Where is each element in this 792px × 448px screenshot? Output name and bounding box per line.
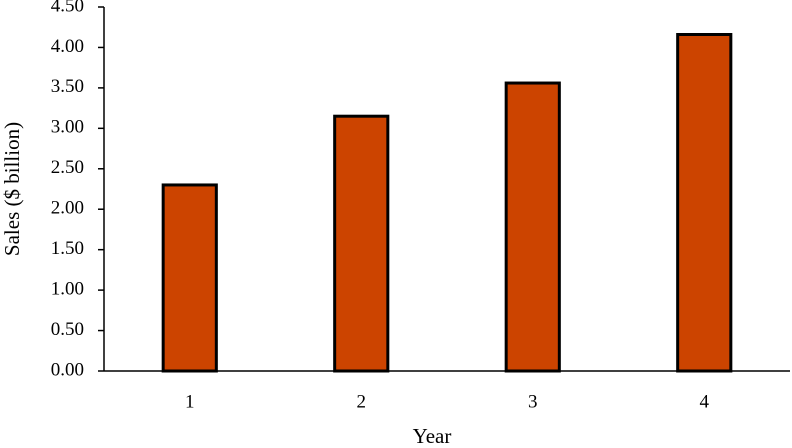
y-tick-label: 0.50 xyxy=(51,319,84,340)
y-tick-label: 3.50 xyxy=(51,76,84,97)
y-tick-label: 2.50 xyxy=(51,157,84,178)
bar xyxy=(676,33,733,373)
bar xyxy=(504,81,561,373)
y-tick-label: 2.00 xyxy=(51,198,84,219)
y-tick-label: 4.50 xyxy=(51,0,84,16)
x-tick-label: 2 xyxy=(357,391,367,412)
bar xyxy=(161,183,218,373)
y-tick-label: 3.00 xyxy=(51,117,84,138)
y-tick-label: 1.00 xyxy=(51,278,84,299)
y-tick-label: 4.00 xyxy=(51,36,84,57)
x-tick-label: 4 xyxy=(700,391,710,412)
x-tick-label: 3 xyxy=(528,391,538,412)
y-axis-title: Sales ($ billion) xyxy=(0,122,24,256)
x-tick-label: 1 xyxy=(185,391,195,412)
y-tick-label: 0.00 xyxy=(51,359,84,380)
y-tick-label: 1.50 xyxy=(51,238,84,259)
x-axis-title: Year xyxy=(413,424,452,448)
bar xyxy=(333,114,390,373)
